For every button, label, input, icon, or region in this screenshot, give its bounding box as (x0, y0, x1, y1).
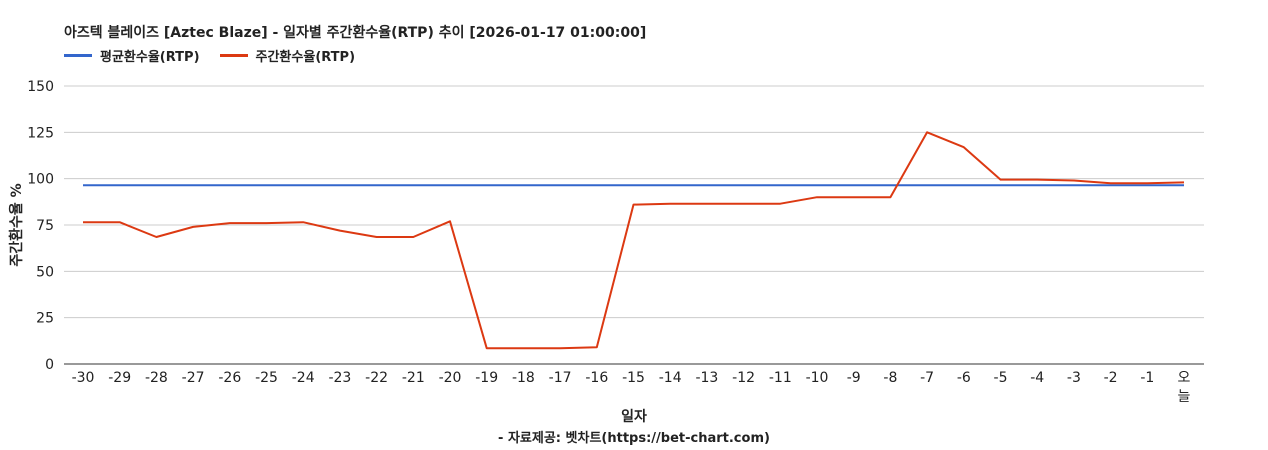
x-tick-label: -27 (182, 370, 205, 386)
x-tick-label: -11 (769, 370, 792, 386)
y-tick-label: 75 (36, 218, 54, 234)
chart-footer-credit: - 자료제공: 벳차트(https://bet-chart.com) (498, 430, 770, 446)
y-tick-label: 25 (36, 311, 54, 327)
x-tick-label: -18 (512, 370, 535, 386)
x-tick-label: -5 (994, 370, 1008, 386)
chart-legend: 평균환수율(RTP) 주간환수율(RTP) (64, 46, 355, 65)
x-tick-label: -26 (218, 370, 241, 386)
x-tick-label: -23 (328, 370, 351, 386)
x-tick-label: -20 (439, 370, 462, 386)
x-tick-label: -25 (255, 370, 278, 386)
x-tick-label: -19 (475, 370, 498, 386)
x-tick-label: -8 (883, 370, 897, 386)
x-tick-label: -6 (957, 370, 971, 386)
x-tick-label: -24 (292, 370, 315, 386)
x-tick-label: -13 (695, 370, 718, 386)
legend-item-weekly[interactable]: 주간환수율(RTP) (219, 46, 356, 65)
y-tick-label: 0 (45, 357, 54, 373)
x-tick-label: -9 (847, 370, 861, 386)
x-axis-title: 일자 (621, 409, 647, 425)
x-tick-label: -7 (920, 370, 934, 386)
legend-label-average: 평균환수율(RTP) (100, 50, 200, 65)
x-tick-label: -10 (806, 370, 829, 386)
x-tick-label: 늘 (1178, 389, 1191, 405)
x-tick-label: 오 (1178, 370, 1191, 386)
x-tick-label: -1 (1140, 370, 1154, 386)
x-tick-label: -15 (622, 370, 645, 386)
x-tick-label: -3 (1067, 370, 1081, 386)
x-tick-label: -29 (108, 370, 131, 386)
y-tick-label: 100 (27, 172, 54, 188)
y-tick-label: 50 (36, 264, 54, 280)
legend-swatch-weekly (219, 54, 248, 57)
x-tick-label: -16 (585, 370, 608, 386)
x-tick-label: -14 (659, 370, 682, 386)
legend-swatch-average (64, 54, 92, 57)
series-line-weekly (83, 131, 1185, 350)
legend-label-weekly: 주간환수율(RTP) (255, 50, 356, 65)
x-tick-label: -21 (402, 370, 425, 386)
x-tick-label: -12 (732, 370, 755, 386)
y-tick-label: 150 (27, 79, 54, 95)
x-tick-label: -4 (1030, 370, 1044, 386)
y-axis-title: 주간환수율 % (8, 183, 25, 266)
x-tick-label: -17 (549, 370, 572, 386)
x-tick-label: -22 (365, 370, 388, 386)
chart-title: 아즈텍 블레이즈 [Aztec Blaze] - 일자별 주간환수율(RTP) … (64, 25, 647, 41)
x-tick-label: -30 (72, 370, 95, 386)
x-tick-label: -28 (145, 370, 168, 386)
x-tick-label: -2 (1104, 370, 1118, 386)
y-tick-label: 125 (27, 125, 54, 141)
legend-item-average[interactable]: 평균환수율(RTP) (64, 46, 200, 65)
